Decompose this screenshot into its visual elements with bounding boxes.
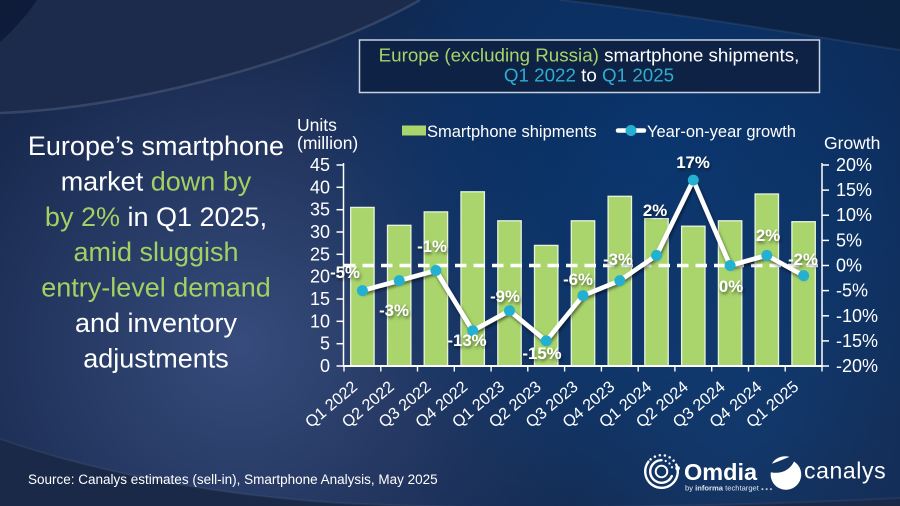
- svg-text:0%: 0%: [719, 277, 743, 296]
- svg-text:10%: 10%: [836, 205, 872, 225]
- svg-text:-10%: -10%: [836, 306, 878, 326]
- svg-text:-1%: -1%: [417, 237, 447, 256]
- svg-text:20%: 20%: [836, 155, 872, 175]
- svg-text:2%: 2%: [756, 226, 780, 245]
- svg-text:35: 35: [310, 200, 330, 220]
- svg-text:market down by: market down by: [61, 166, 252, 196]
- svg-text:17%: 17%: [676, 153, 710, 172]
- svg-text:-6%: -6%: [563, 270, 593, 289]
- svg-text:by informa techtarget ● ● ●: by informa techtarget ● ● ●: [685, 484, 772, 493]
- svg-text:20: 20: [310, 267, 330, 287]
- svg-text:0: 0: [320, 356, 330, 376]
- svg-text:2%: 2%: [643, 201, 667, 220]
- svg-text:-2%: -2%: [788, 250, 818, 269]
- svg-text:Source: Canalys estimates (sel: Source: Canalys estimates (sell-in), Sma…: [28, 472, 438, 487]
- svg-text:-20%: -20%: [836, 356, 878, 376]
- svg-text:by 2% in Q1 2025,: by 2% in Q1 2025,: [45, 202, 267, 232]
- svg-text:0%: 0%: [836, 256, 862, 276]
- svg-text:and inventory: and inventory: [75, 308, 238, 338]
- svg-text:Smartphone shipments: Smartphone shipments: [427, 123, 597, 141]
- svg-text:10: 10: [310, 311, 330, 331]
- svg-text:(million): (million): [297, 133, 358, 153]
- svg-text:adjustments: adjustments: [83, 343, 229, 373]
- svg-text:-5%: -5%: [330, 263, 360, 282]
- svg-text:25: 25: [310, 244, 330, 264]
- svg-text:-5%: -5%: [836, 281, 868, 301]
- svg-text:-13%: -13%: [447, 331, 486, 350]
- svg-text:Year-on-year growth: Year-on-year growth: [647, 123, 796, 141]
- svg-text:Q1 2022 to Q1 2025: Q1 2022 to Q1 2025: [504, 65, 674, 86]
- svg-text:-9%: -9%: [490, 287, 520, 306]
- svg-text:amid sluggish: amid sluggish: [73, 237, 238, 267]
- svg-text:45: 45: [310, 155, 330, 175]
- svg-text:5%: 5%: [836, 230, 862, 250]
- svg-text:-3%: -3%: [379, 301, 409, 320]
- svg-text:Omdia: Omdia: [684, 459, 758, 485]
- svg-text:40: 40: [310, 177, 330, 197]
- svg-text:-15%: -15%: [522, 344, 561, 363]
- svg-text:-15%: -15%: [836, 331, 878, 351]
- svg-text:Europe (excluding Russia) smar: Europe (excluding Russia) smartphone shi…: [379, 45, 800, 66]
- svg-text:5: 5: [320, 334, 330, 354]
- svg-text:15: 15: [310, 289, 330, 309]
- svg-text:Europe’s smartphone: Europe’s smartphone: [28, 131, 284, 161]
- svg-text:entry-level demand: entry-level demand: [41, 273, 271, 303]
- svg-text:Growth: Growth: [824, 133, 880, 153]
- svg-text:Units: Units: [297, 115, 337, 135]
- svg-text:30: 30: [310, 222, 330, 242]
- svg-text:15%: 15%: [836, 180, 872, 200]
- svg-text:canalys: canalys: [804, 458, 886, 484]
- svg-text:-3%: -3%: [603, 250, 633, 269]
